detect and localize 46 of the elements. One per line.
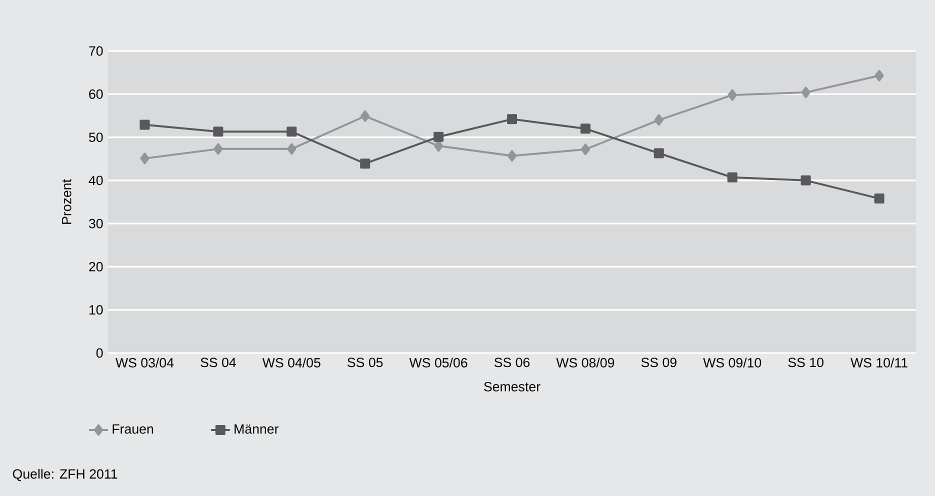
legend-label: Frauen [112, 424, 154, 434]
point [507, 114, 518, 124]
point [360, 158, 370, 169]
y-tick-label: 40 [88, 176, 103, 186]
point [800, 175, 811, 186]
x-tick-label: WS 09/10 [703, 358, 762, 368]
point [140, 152, 150, 164]
point [874, 70, 884, 82]
point [434, 132, 444, 142]
point [507, 150, 517, 162]
x-tick-label: WS 05/06 [409, 358, 468, 368]
y-axis-title: Prozent [62, 179, 72, 224]
y-tick-label: 0 [96, 348, 103, 358]
point [360, 110, 370, 122]
x-tick-label: WS 03/04 [116, 358, 174, 368]
x-tick-label: SS 04 [200, 358, 236, 368]
y-tick-label: 70 [89, 46, 103, 56]
point [874, 194, 884, 204]
x-tick-label: WS 08/09 [556, 358, 614, 368]
point [287, 143, 296, 155]
point [654, 148, 664, 158]
point [214, 143, 223, 155]
legend-label: Männer [234, 424, 279, 434]
source-note: Quelle: ZFH 2011 [12, 468, 118, 482]
y-tick-label: 10 [89, 305, 103, 315]
point [580, 144, 590, 156]
x-tick-label: SS 09 [641, 358, 676, 368]
point [286, 126, 297, 137]
y-tick-label: 20 [89, 262, 103, 272]
point [580, 124, 590, 134]
point [213, 126, 224, 137]
x-tick-label: SS 05 [348, 358, 383, 368]
x-tick-label: SS 06 [494, 358, 530, 368]
point [654, 114, 664, 126]
point [727, 172, 738, 182]
x-axis-title: Semester [484, 382, 540, 392]
y-tick-label: 50 [89, 132, 103, 142]
point [434, 140, 444, 152]
point [728, 89, 737, 101]
y-tick-label: 60 [89, 89, 103, 99]
x-tick-label: SS 10 [788, 358, 824, 368]
y-tick-label: 30 [88, 218, 103, 228]
x-tick-label: WS 04/05 [262, 358, 320, 368]
x-tick-label: WS 10/11 [850, 358, 908, 368]
point [140, 120, 150, 130]
point [801, 86, 810, 98]
